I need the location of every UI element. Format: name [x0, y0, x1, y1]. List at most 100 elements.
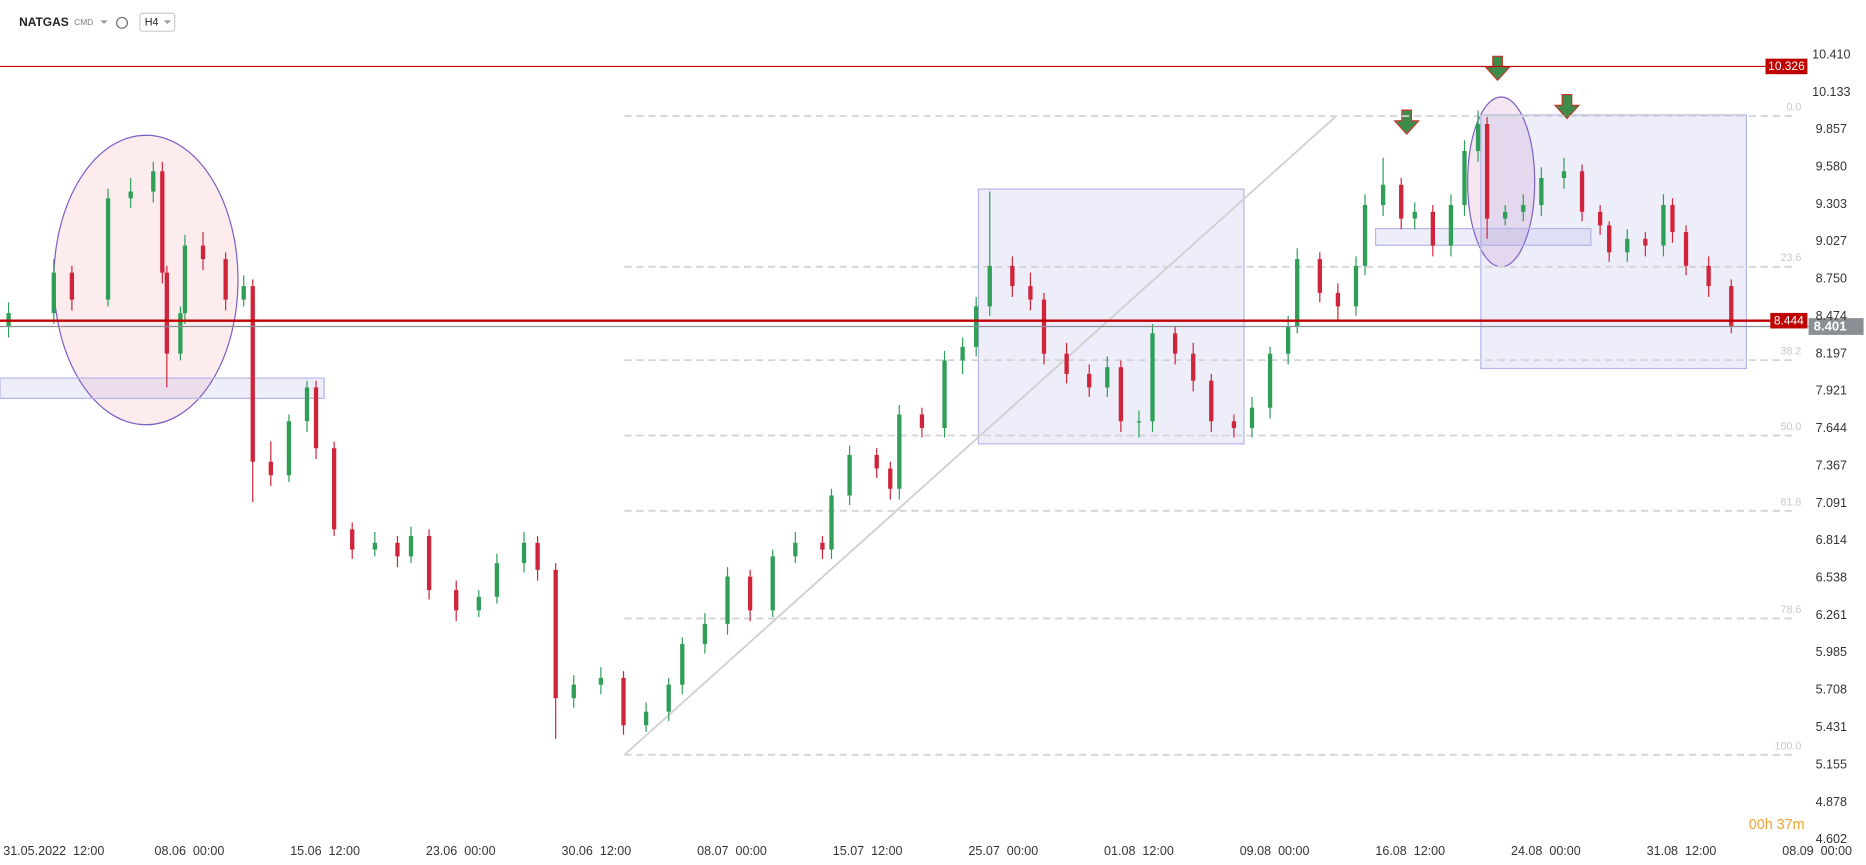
x-tick-label: 15.06 12:00 — [290, 844, 360, 858]
x-tick-label: 08.06 00:00 — [155, 844, 225, 858]
candle-body — [1362, 205, 1368, 266]
candle-body — [223, 259, 228, 300]
y-tick-label: 9.857 — [1816, 122, 1847, 136]
candle-body — [426, 536, 432, 591]
x-tick-label: 08.07 00:00 — [697, 844, 767, 858]
candle-body — [1136, 421, 1142, 423]
candle-body — [454, 590, 459, 611]
candle-body — [1028, 286, 1033, 300]
candle-body — [200, 245, 206, 260]
price-tag — [1808, 318, 1864, 335]
candle-body — [1209, 380, 1214, 422]
candle-body — [1661, 205, 1666, 246]
timer: 00h 37m — [1749, 817, 1805, 833]
price-tag — [1770, 312, 1808, 329]
candle-body — [888, 468, 893, 489]
y-tick-label: 10.410 — [1812, 47, 1850, 61]
candle-body — [919, 414, 925, 428]
y-tick-label: 10.133 — [1812, 85, 1850, 99]
x-tick-label: 08.09 00:00 — [1782, 844, 1852, 858]
candle-body — [1597, 211, 1603, 226]
candle-body — [1150, 333, 1155, 422]
candle-body — [897, 414, 902, 489]
candle-body — [151, 171, 156, 192]
candle-body — [1267, 353, 1273, 408]
candle-body — [286, 421, 292, 476]
candle-body — [874, 454, 879, 469]
candle-body — [250, 286, 255, 462]
candle-body — [1521, 205, 1526, 212]
candle-body — [1670, 205, 1675, 233]
candle-body — [1317, 259, 1322, 293]
x-tick-label: 25.07 00:00 — [968, 844, 1038, 858]
y-tick-label: 9.580 — [1816, 160, 1847, 174]
toolbar: NATGAS CMD H4 — [19, 12, 176, 32]
down-arrow — [1484, 55, 1511, 82]
candle-body — [1191, 353, 1196, 381]
candle-body — [304, 387, 310, 422]
candle-body — [1448, 205, 1454, 246]
candle-body — [1561, 171, 1567, 179]
candle-body — [1286, 326, 1291, 354]
candle-body — [164, 272, 169, 354]
candle-body — [535, 542, 540, 570]
candle-body — [105, 198, 111, 300]
info-icon[interactable] — [116, 16, 128, 29]
x-tick-label: 23.06 00:00 — [426, 844, 496, 858]
trend-line — [623, 115, 1337, 756]
candle-body — [521, 542, 527, 564]
candle-body — [553, 569, 558, 699]
y-tick-label: 9.303 — [1816, 197, 1847, 211]
resistance-label: 10.326 — [1768, 59, 1805, 73]
candle-body — [1295, 259, 1300, 327]
dropdown-icon — [163, 20, 172, 25]
candle-body — [331, 448, 337, 530]
symbol: NATGAS — [19, 15, 69, 29]
fib-label: 38.2 — [1780, 346, 1801, 358]
y-tick-label: 5.985 — [1816, 645, 1847, 659]
candle-body — [1064, 353, 1069, 374]
candle-body — [160, 171, 165, 273]
candle-body — [494, 563, 500, 597]
y-tick-label: 8.474 — [1816, 309, 1847, 323]
candle-body — [1729, 286, 1734, 327]
last-price-label: 8.401 — [1814, 319, 1847, 334]
y-tick-label: 4.878 — [1816, 795, 1847, 809]
candle-body — [820, 542, 825, 550]
candle-body — [1462, 151, 1467, 206]
annotations — [0, 55, 1747, 756]
candle-body — [372, 542, 377, 550]
arrows — [1393, 55, 1581, 135]
x-tick-label: 16.08 12:00 — [1375, 844, 1445, 858]
candle-body — [571, 684, 576, 699]
candle-body — [350, 529, 355, 550]
price-tag — [1765, 58, 1808, 75]
candle-body — [395, 542, 400, 557]
interval-select[interactable] — [139, 12, 176, 32]
candle-body — [1475, 123, 1481, 152]
x-tick-label: 31.08 12:00 — [1647, 844, 1717, 858]
candle-body — [643, 711, 649, 726]
candle-body — [1172, 333, 1178, 354]
x-tick-label: 15.07 12:00 — [833, 844, 903, 858]
candle-body — [1010, 265, 1015, 287]
candle-body — [1087, 373, 1092, 388]
candle-body — [1503, 211, 1508, 219]
x-tick-label: 30.06 12:00 — [561, 844, 631, 858]
candle-body — [182, 245, 188, 314]
candle-body — [1683, 232, 1689, 266]
candle-body — [1430, 211, 1435, 246]
dropdown-icon[interactable] — [100, 20, 108, 25]
candle-body — [680, 644, 685, 685]
y-tick-label: 5.155 — [1816, 757, 1847, 771]
candle-body — [829, 495, 834, 550]
candle-body — [847, 454, 852, 496]
plot: 0.0 23.6 38.2 50.0 61.8 78.6 100.0 10.326 8.444 8… — [0, 47, 1864, 858]
candle-body — [793, 542, 798, 557]
candle-body — [408, 536, 414, 557]
candle-body — [1380, 184, 1386, 206]
candle-body — [178, 313, 183, 354]
x-tick-label: 01.08 12:00 — [1104, 844, 1174, 858]
candle-body — [1335, 292, 1341, 307]
